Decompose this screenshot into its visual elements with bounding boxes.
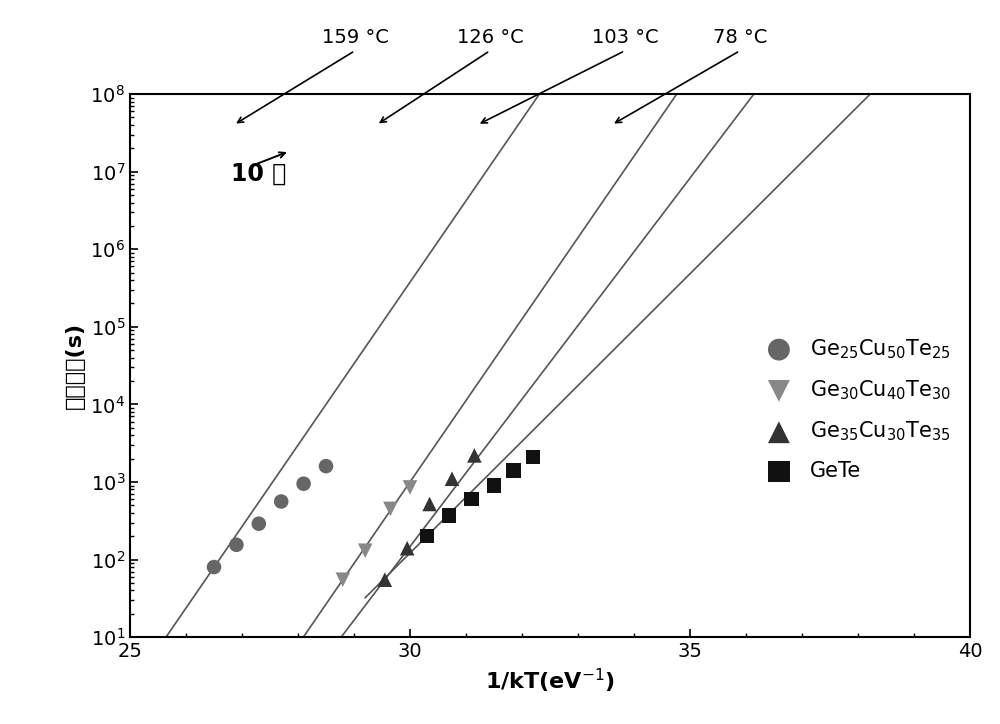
Point bbox=[335, 574, 351, 586]
Point bbox=[357, 545, 373, 557]
Point bbox=[422, 498, 438, 510]
Point bbox=[273, 496, 289, 508]
Legend: Ge$_{25}$Cu$_{50}$Te$_{25}$, Ge$_{30}$Cu$_{40}$Te$_{30}$, Ge$_{35}$Cu$_{30}$Te$_: Ge$_{25}$Cu$_{50}$Te$_{25}$, Ge$_{30}$Cu… bbox=[750, 329, 960, 489]
Point bbox=[318, 460, 334, 472]
Point bbox=[377, 574, 393, 586]
Text: 10 年: 10 年 bbox=[231, 162, 286, 186]
Point bbox=[251, 518, 267, 529]
Point bbox=[464, 493, 480, 505]
Text: 126 °C: 126 °C bbox=[457, 28, 523, 47]
Point bbox=[441, 510, 457, 521]
Point bbox=[444, 473, 460, 484]
Point bbox=[206, 561, 222, 573]
Point bbox=[228, 539, 244, 550]
Point bbox=[399, 542, 415, 554]
Point bbox=[466, 450, 482, 461]
Text: 78 °C: 78 °C bbox=[713, 28, 767, 47]
Point bbox=[419, 531, 435, 542]
Point bbox=[296, 478, 312, 489]
Point bbox=[486, 480, 502, 492]
Text: 103 °C: 103 °C bbox=[592, 28, 658, 47]
Point bbox=[382, 503, 398, 515]
Y-axis label: 失效时间(s): 失效时间(s) bbox=[65, 322, 85, 409]
Point bbox=[506, 465, 522, 476]
X-axis label: 1/kT(eV$^{-1}$): 1/kT(eV$^{-1}$) bbox=[485, 667, 615, 695]
Point bbox=[525, 451, 541, 463]
Text: 159 °C: 159 °C bbox=[322, 28, 388, 47]
Point bbox=[402, 481, 418, 493]
